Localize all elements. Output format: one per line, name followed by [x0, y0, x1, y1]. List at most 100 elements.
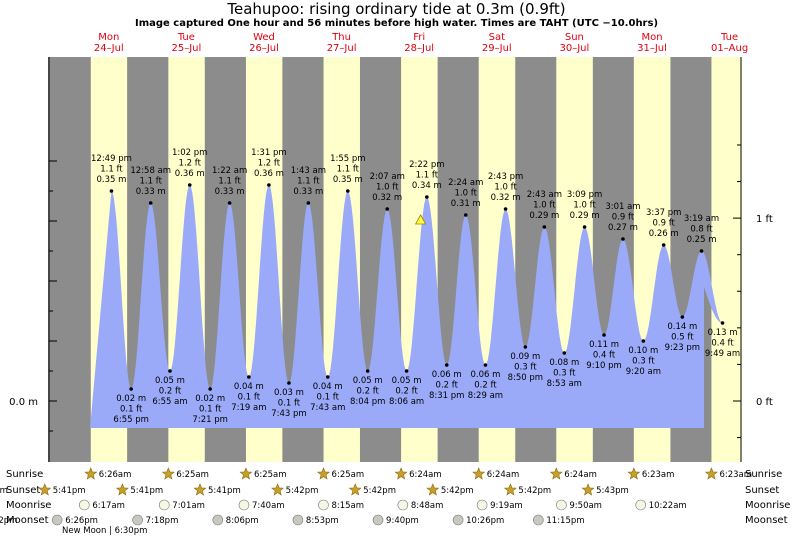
- astro-row-label-right: Sunset: [745, 485, 779, 496]
- low-tide-point: [720, 321, 725, 325]
- sunrise-icon: [704, 467, 718, 480]
- low-tide-label: 0.05 m: [353, 376, 383, 386]
- low-tide-label: 6:55 am: [152, 397, 187, 407]
- low-tide-label: 0.1 ft: [317, 393, 340, 403]
- sunset-time: 5:42pm: [518, 486, 551, 496]
- sunset-time: 5:42pm: [441, 486, 474, 496]
- high-tide-label: 0.36 m: [175, 169, 205, 179]
- moonset-time: 9:40pm: [386, 516, 419, 526]
- moonrise-icon: [635, 499, 647, 511]
- chart-title: Teahupoo: rising ordinary tide at 0.3m (…: [227, 0, 566, 18]
- sunset-time: 5:40pm: [0, 486, 8, 496]
- high-tide-label: 0.27 m: [608, 223, 638, 233]
- low-tide-point: [483, 363, 488, 367]
- high-tide-label: 1:22 am: [212, 166, 247, 176]
- low-tide-label: 8:04 pm: [350, 397, 385, 407]
- high-tide-point: [148, 201, 153, 205]
- low-tide-label: 0.09 m: [510, 352, 540, 362]
- low-tide-label: 0.03 m: [274, 388, 304, 398]
- moonset-icon: [452, 514, 464, 526]
- day-name: Mon: [641, 32, 662, 43]
- low-tide-point: [287, 381, 291, 385]
- right-tick-label: 1 ft: [756, 214, 773, 225]
- axes: 0.0 m 0 ft 1 ft: [9, 57, 773, 462]
- current-tide-marker: [414, 214, 427, 225]
- high-tide-point: [109, 189, 114, 193]
- astro-row-label-right: Moonset: [745, 515, 788, 526]
- moonrise-icon: [556, 499, 567, 511]
- low-tide-label: 0.1 ft: [278, 399, 301, 409]
- low-tide-label: 0.3 ft: [514, 363, 537, 373]
- high-tide-label: 0.26 m: [649, 229, 679, 239]
- day-name: Wed: [253, 32, 275, 43]
- high-tide-label: 0.29 m: [529, 211, 559, 221]
- sunset-time: 5:41pm: [53, 486, 86, 496]
- high-tide-label: 0.33 m: [215, 187, 245, 197]
- high-tide-point: [542, 225, 547, 229]
- low-tide-label: 0.05 m: [155, 376, 185, 386]
- low-tide-label: 9:20 am: [626, 367, 661, 377]
- high-tide-label: 0.33 m: [293, 187, 323, 197]
- sunrise-time: 6:24am: [487, 470, 520, 480]
- astro-table: Sunrise Sunrise Sunset Sunset Moonrise Moonri…: [0, 467, 790, 536]
- sunset-time: 5:42pm: [363, 486, 396, 496]
- moonrise-time: 6:17am: [92, 501, 125, 511]
- sunset-time: 5:42pm: [286, 486, 319, 496]
- moonrise-time: 9:19am: [490, 501, 523, 511]
- moonrise-time: 7:40am: [252, 501, 285, 511]
- moonset-icon: [212, 514, 224, 526]
- moonset-time: 7:18pm: [146, 516, 179, 526]
- moonrise-icon: [238, 499, 250, 511]
- daylight-band: [711, 57, 742, 462]
- high-tide-label: 0.25 m: [687, 235, 717, 245]
- low-tide-label: 8:29 am: [468, 391, 503, 401]
- high-tide-label: 1.0 ft: [533, 201, 556, 211]
- day-name: Sat: [489, 32, 505, 43]
- moonrise-icon: [158, 499, 170, 511]
- sunset-icon: [193, 483, 207, 496]
- moonrise-time: 7:01am: [172, 501, 205, 511]
- moonset-time: 8:06pm: [226, 516, 259, 526]
- moonset-icon: [372, 514, 384, 526]
- low-tide-label: 0.2 ft: [436, 381, 459, 391]
- left-tick-label: 0.0 m: [9, 397, 38, 408]
- low-tide-point: [404, 369, 409, 373]
- high-tide-label: 3:19 am: [684, 214, 719, 224]
- sunset-time: 5:43pm: [596, 486, 629, 496]
- high-tide-point: [699, 249, 704, 253]
- sunrise-time: 6:24am: [564, 470, 597, 480]
- day-name: Thu: [331, 32, 351, 43]
- sunrise-icon: [627, 467, 641, 480]
- high-tide-label: 1.1 ft: [416, 171, 439, 181]
- low-tide-label: 0.05 m: [392, 376, 422, 386]
- sunrise-icon: [239, 467, 253, 480]
- high-tide-label: 0.35 m: [96, 175, 126, 185]
- high-tide-label: 2:22 pm: [409, 160, 444, 170]
- low-tide-label: 7:43 pm: [271, 409, 306, 419]
- sunset-time: 5:41pm: [208, 486, 241, 496]
- high-tide-point: [306, 201, 311, 205]
- low-tide-label: 0.2 ft: [395, 387, 418, 397]
- sunrise-time: 6:25am: [254, 470, 287, 480]
- moonset-icon: [533, 514, 544, 526]
- low-tide-label: 0.3 ft: [553, 369, 576, 379]
- low-tide-label: 0.02 m: [195, 394, 225, 404]
- astro-row-label-left: Sunrise: [6, 469, 43, 480]
- moonrise-icon: [476, 499, 488, 511]
- low-tide-label: 7:21 pm: [192, 415, 227, 425]
- chart-subtitle: Image captured One hour and 56 minutes b…: [134, 18, 659, 29]
- high-tide-label: 1.2 ft: [179, 159, 202, 169]
- high-tide-point: [621, 237, 625, 241]
- low-tide-label: 0.10 m: [628, 346, 658, 356]
- high-tide-label: 1.1 ft: [140, 177, 163, 187]
- high-tide-label: 0.9 ft: [612, 213, 635, 223]
- low-tide-point: [602, 333, 606, 337]
- moonset-time: 11:15pm: [546, 516, 584, 526]
- moonset-icon: [292, 514, 304, 526]
- day-date: 01–Aug: [711, 43, 748, 54]
- moonset-time: 10:26pm: [466, 516, 504, 526]
- high-tide-label: 0.33 m: [136, 187, 166, 197]
- sunset-time: 5:41pm: [130, 486, 163, 496]
- moonset-time: 8:53pm: [306, 516, 339, 526]
